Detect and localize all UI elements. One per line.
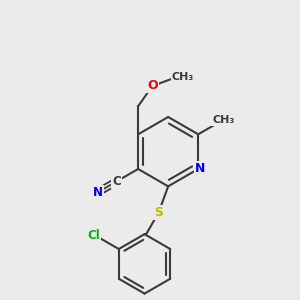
Text: CH₃: CH₃ <box>172 73 194 82</box>
Text: C: C <box>112 175 121 188</box>
Text: CH₃: CH₃ <box>212 115 235 125</box>
Text: S: S <box>154 206 163 219</box>
Text: N: N <box>195 163 205 176</box>
Text: Cl: Cl <box>87 229 100 242</box>
Text: O: O <box>147 80 158 92</box>
Text: N: N <box>93 186 103 199</box>
